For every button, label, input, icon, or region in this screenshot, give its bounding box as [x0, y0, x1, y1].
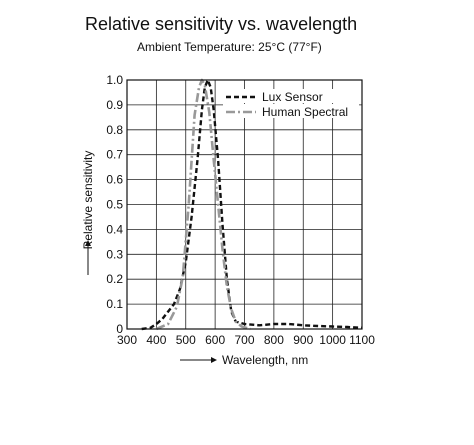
y-tick-label: 0.5 — [106, 198, 123, 212]
x-axis-label: Wavelength, nm — [222, 353, 308, 367]
y-tick-label: 0.8 — [106, 123, 123, 137]
y-tick-label: 0 — [116, 322, 123, 336]
y-axis-arrowhead — [85, 240, 91, 246]
x-tick-label: 400 — [146, 333, 166, 347]
series-line-lux-sensor — [141, 78, 363, 331]
x-tick-label: 1100 — [349, 333, 375, 347]
x-tick-label: 900 — [293, 333, 313, 347]
axes: 300 400 500 600 700 800 900 1000 1100 0 0.1 0.2 0.3 0… — [85, 73, 375, 363]
y-tick-label: 0.2 — [106, 272, 123, 286]
series-line-human-spectral — [155, 78, 251, 331]
y-tick-label: 0.3 — [106, 247, 123, 261]
y-tick-label: 0.9 — [106, 98, 123, 112]
y-tick-label: 0.1 — [106, 297, 123, 311]
legend-entry-background — [223, 104, 359, 118]
y-tick-label: 0.4 — [106, 222, 123, 236]
series-lines — [141, 78, 363, 331]
x-tick-label: 500 — [176, 333, 196, 347]
x-axis-arrowhead — [211, 357, 217, 363]
y-axis-label: Relative sensitivity — [81, 151, 95, 250]
x-tick-label: 1000 — [319, 333, 346, 347]
y-tick-label: 1.0 — [106, 73, 123, 87]
x-tick-label: 300 — [117, 333, 137, 347]
y-tick-label: 0.7 — [106, 148, 123, 162]
y-tick-label: 0.6 — [106, 173, 123, 187]
plot-frame — [126, 79, 363, 330]
legend-entry-background — [223, 89, 359, 103]
x-tick-label: 700 — [234, 333, 254, 347]
x-tick-label: 800 — [264, 333, 284, 347]
chart-subtitle: Ambient Temperature: 25°C (77°F) — [137, 40, 322, 54]
legend-label: Lux Sensor — [262, 90, 323, 104]
x-tick-label: 600 — [205, 333, 225, 347]
chart-title: Relative sensitivity vs. wavelength — [85, 14, 358, 34]
legend-label: Human Spectral — [262, 105, 348, 119]
